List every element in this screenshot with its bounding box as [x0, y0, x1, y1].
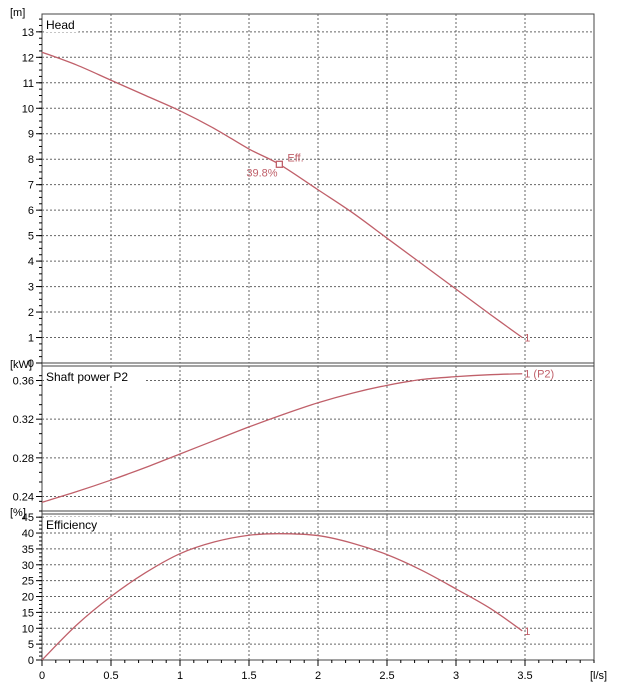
x-tick-label: 2 [315, 670, 321, 682]
head-y-tick-label: 3 [28, 282, 34, 294]
eff-y-tick-label: 20 [22, 592, 34, 604]
eff-y-tick-label: 40 [22, 528, 34, 540]
x-unit-label: [l/s] [590, 670, 607, 682]
head-y-tick-label: 10 [22, 103, 34, 115]
power-curve-line [41, 373, 523, 503]
head-y-tick-label: 5 [28, 231, 34, 243]
head-title-bg [44, 17, 79, 32]
head-unit-label: [m] [10, 7, 25, 19]
eff-panel-title: Efficiency [46, 518, 97, 532]
eff-marker [275, 160, 284, 168]
eff-curve-end-label: 1 [524, 626, 530, 638]
power-y-tick-label: 0.24 [13, 492, 34, 504]
head-y-tick-label: 11 [23, 78, 34, 90]
head-y-tick-label: 2 [28, 307, 34, 319]
eff-y-tick-label: 5 [28, 639, 34, 651]
eff-y-tick-label: 35 [22, 544, 34, 556]
x-tick-label: 0 [39, 670, 45, 682]
eff-curve-line [41, 533, 523, 661]
power-panel-title: Shaft power P2 [46, 370, 128, 384]
eff-y-tick-label: 15 [22, 607, 34, 619]
eff-y-tick-label: 30 [22, 560, 34, 572]
eff-y-tick-label: 45 [22, 512, 34, 524]
head-curve-end-label: 1 [524, 333, 530, 345]
eff-marker-value: 39.8% [246, 167, 277, 179]
head-y-tick-label: 0 [28, 358, 34, 370]
head-y-tick-label: 6 [28, 205, 34, 217]
head-y-tick-label: 13 [22, 27, 34, 39]
head-y-tick-label: 4 [28, 256, 34, 268]
x-tick-label: 1.5 [241, 670, 256, 682]
head-y-tick-label: 9 [28, 129, 34, 141]
x-tick-label: 3.5 [517, 670, 532, 682]
head-y-tick-label: 8 [28, 154, 34, 166]
x-tick-label: 1 [177, 670, 183, 682]
power-y-tick-label: 0.36 [13, 376, 34, 388]
x-tick-label: 2.5 [379, 670, 394, 682]
power-y-tick-label: 0.32 [13, 414, 34, 426]
head-y-tick-label: 7 [28, 180, 34, 192]
eff-marker-label: Eff. [287, 152, 303, 164]
power-unit-label: [kW] [10, 359, 32, 371]
eff-title-bg [44, 517, 118, 532]
power-y-tick-label: 0.28 [13, 453, 34, 465]
head-y-tick-label: 12 [22, 52, 34, 64]
power-curve-end-label: 1 (P2) [524, 369, 554, 381]
power-title-bg [44, 369, 145, 384]
eff-y-tick-label: 10 [22, 623, 34, 635]
x-tick-label: 0.5 [103, 670, 118, 682]
eff-y-tick-label: 25 [22, 576, 34, 588]
head-panel-title: Head [46, 18, 75, 32]
eff-y-tick-label: 0 [28, 655, 34, 667]
x-tick-label: 3 [453, 670, 459, 682]
head-y-tick-label: 1 [28, 333, 34, 345]
eff-unit-label: [%] [10, 507, 26, 519]
